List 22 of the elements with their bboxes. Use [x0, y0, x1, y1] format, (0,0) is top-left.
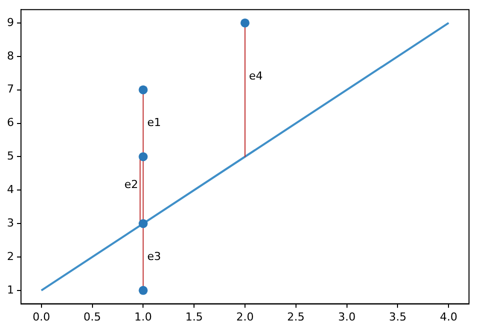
x-tick-label: 3.5	[388, 310, 406, 324]
x-tick-label: 2.5	[287, 310, 305, 324]
x-tick-label: 1.5	[185, 310, 203, 324]
x-tick-label: 1.0	[134, 310, 152, 324]
annotation: e1	[147, 116, 161, 130]
x-tick-label: 0.0	[32, 310, 50, 324]
x-tick-label: 2.0	[236, 310, 254, 324]
annotation: e4	[249, 69, 263, 82]
y-tick-label: 6	[7, 116, 14, 130]
y-tick-label: 9	[7, 16, 14, 29]
x-tick-label: 4.0	[440, 310, 458, 324]
y-tick-label: 5	[7, 150, 14, 163]
y-tick-label: 4	[7, 182, 14, 196]
x-tick-label: 0.5	[84, 310, 102, 324]
annotation: e3	[147, 250, 161, 263]
y-tick-label: 2	[7, 250, 14, 263]
y-tick-label: 8	[7, 49, 14, 62]
x-tick-label: 3.0	[338, 310, 356, 324]
y-tick-label: 3	[7, 216, 14, 230]
y-tick-label: 7	[7, 82, 14, 96]
y-tick-label: 1	[7, 283, 14, 296]
annotation: e2	[124, 178, 138, 191]
